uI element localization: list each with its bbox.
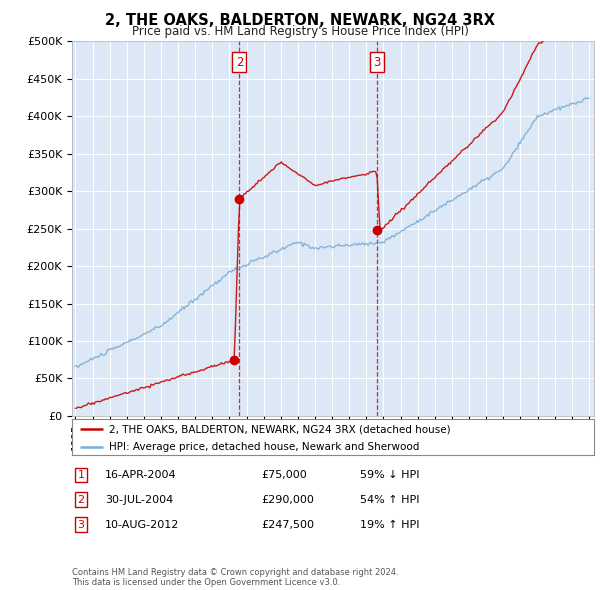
Text: £75,000: £75,000 <box>261 470 307 480</box>
Text: 2, THE OAKS, BALDERTON, NEWARK, NG24 3RX: 2, THE OAKS, BALDERTON, NEWARK, NG24 3RX <box>105 13 495 28</box>
Text: 10-AUG-2012: 10-AUG-2012 <box>105 520 179 529</box>
Text: 54% ↑ HPI: 54% ↑ HPI <box>360 495 419 504</box>
Text: 1: 1 <box>77 470 85 480</box>
Text: £247,500: £247,500 <box>261 520 314 529</box>
Text: 2: 2 <box>236 56 243 69</box>
Text: 3: 3 <box>77 520 85 529</box>
Text: 59% ↓ HPI: 59% ↓ HPI <box>360 470 419 480</box>
Text: 2: 2 <box>77 495 85 504</box>
Text: £290,000: £290,000 <box>261 495 314 504</box>
Text: Contains HM Land Registry data © Crown copyright and database right 2024.
This d: Contains HM Land Registry data © Crown c… <box>72 568 398 587</box>
Text: 2, THE OAKS, BALDERTON, NEWARK, NG24 3RX (detached house): 2, THE OAKS, BALDERTON, NEWARK, NG24 3RX… <box>109 424 450 434</box>
Text: Price paid vs. HM Land Registry's House Price Index (HPI): Price paid vs. HM Land Registry's House … <box>131 25 469 38</box>
Text: 30-JUL-2004: 30-JUL-2004 <box>105 495 173 504</box>
Text: HPI: Average price, detached house, Newark and Sherwood: HPI: Average price, detached house, Newa… <box>109 442 419 453</box>
Text: 3: 3 <box>373 56 380 69</box>
Text: 16-APR-2004: 16-APR-2004 <box>105 470 176 480</box>
Text: 19% ↑ HPI: 19% ↑ HPI <box>360 520 419 529</box>
